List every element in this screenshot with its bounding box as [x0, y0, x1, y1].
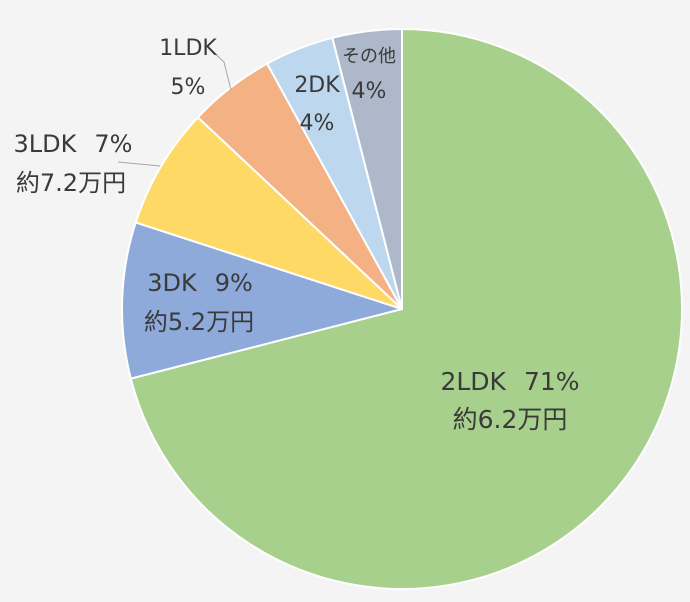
pie-slices [121, 28, 683, 590]
percent-2dk: 4% [300, 111, 335, 136]
pie-slice-3ldk [134, 116, 403, 310]
leader-line-1ldk [210, 49, 232, 91]
label-3ldk: 3LDK 7% [14, 130, 133, 158]
leader-line-3ldk [117, 161, 161, 167]
rent-3dk: 約5.2万円 [144, 308, 254, 336]
label-1ldk: 1LDK [159, 36, 217, 61]
label-3dk: 3DK 9% [147, 269, 253, 297]
label-2dk: 2DK [294, 73, 340, 98]
leader-lines [117, 49, 232, 167]
percent-other: 4% [352, 79, 387, 104]
rent-3ldk: 約7.2万円 [16, 169, 126, 197]
percent-1ldk: 5% [171, 75, 206, 100]
rent-2ldk: 約6.2万円 [453, 405, 568, 434]
pie-slice-その他 [331, 28, 403, 310]
pie-slice-2ldk [129, 28, 683, 590]
label-other: その他 [342, 46, 396, 67]
slice-labels: 2LDK 71% 約6.2万円 3DK 9% 約5.2万円 3LDK 7% 約7.2万… [14, 36, 580, 434]
pie-slice-3dk [121, 221, 403, 380]
label-2ldk: 2LDK 71% [440, 367, 579, 396]
